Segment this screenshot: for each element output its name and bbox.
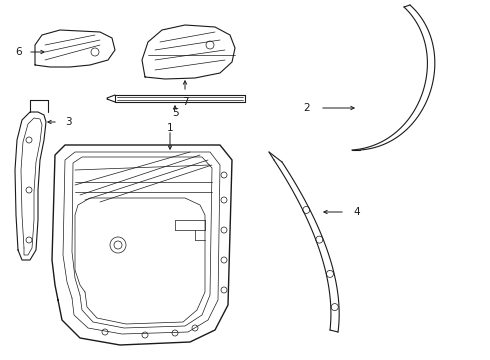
Text: 7: 7 bbox=[182, 97, 188, 107]
Text: 5: 5 bbox=[172, 108, 178, 118]
Text: 3: 3 bbox=[65, 117, 72, 127]
Text: 2: 2 bbox=[303, 103, 310, 113]
Text: 4: 4 bbox=[353, 207, 360, 217]
Text: 6: 6 bbox=[15, 47, 22, 57]
Text: 1: 1 bbox=[167, 123, 173, 133]
